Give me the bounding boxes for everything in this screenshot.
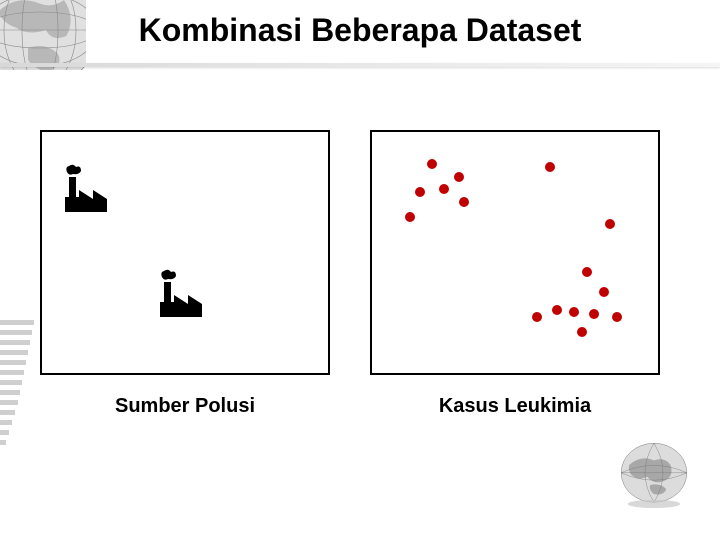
case-dot <box>415 187 425 197</box>
factory-icon <box>154 262 214 322</box>
case-dot <box>582 267 592 277</box>
case-dot <box>459 197 469 207</box>
slide-title: Kombinasi Beberapa Dataset <box>0 12 720 49</box>
case-dot <box>552 305 562 315</box>
globe-icon-bottom <box>613 440 695 510</box>
panel-label-right: Kasus Leukimia <box>370 395 660 418</box>
case-dot <box>599 287 609 297</box>
panel-pollution-sources <box>40 130 330 375</box>
side-bars-decoration <box>0 320 36 450</box>
case-dot <box>405 212 415 222</box>
case-dot <box>545 162 555 172</box>
title-underline <box>0 63 720 67</box>
case-dot <box>439 184 449 194</box>
case-dot <box>589 309 599 319</box>
case-dot <box>569 307 579 317</box>
factory-icon <box>59 157 119 217</box>
case-dot <box>454 172 464 182</box>
case-dot <box>532 312 542 322</box>
panel-label-left: Sumber Polusi <box>40 395 330 418</box>
case-dot <box>605 219 615 229</box>
panel-leukemia-cases <box>370 130 660 375</box>
case-dot <box>427 159 437 169</box>
case-dot <box>612 312 622 322</box>
case-dot <box>577 327 587 337</box>
